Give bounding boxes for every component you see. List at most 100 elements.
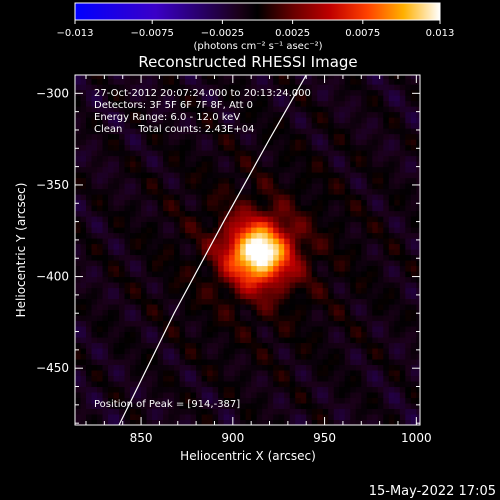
heatmap-cell bbox=[372, 144, 379, 151]
heatmap-cell bbox=[91, 84, 98, 91]
heatmap-cell bbox=[108, 133, 115, 140]
heatmap-cell bbox=[97, 254, 104, 261]
heatmap-cell bbox=[223, 414, 230, 421]
heatmap-cell bbox=[366, 205, 373, 212]
heatmap-cell bbox=[256, 84, 263, 91]
heatmap-cell bbox=[185, 287, 192, 294]
heatmap-cell bbox=[311, 111, 318, 118]
heatmap-cell bbox=[410, 309, 417, 316]
heatmap-cell bbox=[306, 188, 313, 195]
heatmap-cell bbox=[218, 414, 225, 421]
heatmap-cell bbox=[300, 293, 307, 300]
heatmap-cell bbox=[388, 403, 395, 410]
heatmap-cell bbox=[311, 320, 318, 327]
heatmap-cell bbox=[284, 276, 291, 283]
heatmap-cell bbox=[185, 359, 192, 366]
heatmap-cell bbox=[223, 150, 230, 157]
heatmap-cell bbox=[306, 315, 313, 322]
heatmap-cell bbox=[262, 304, 269, 311]
heatmap-cell bbox=[350, 304, 357, 311]
heatmap-cell bbox=[322, 353, 329, 360]
heatmap-cell bbox=[223, 117, 230, 124]
heatmap-cell bbox=[273, 117, 280, 124]
heatmap-cell bbox=[218, 254, 225, 261]
heatmap-cell bbox=[212, 315, 219, 322]
heatmap-cell bbox=[240, 364, 247, 371]
heatmap-cell bbox=[218, 194, 225, 201]
heatmap-cell bbox=[262, 276, 269, 283]
heatmap-cell bbox=[388, 122, 395, 129]
heatmap-cell bbox=[86, 210, 93, 217]
heatmap-cell bbox=[141, 381, 148, 388]
heatmap-cell bbox=[207, 331, 214, 338]
heatmap-cell bbox=[350, 161, 357, 168]
chart-title: Reconstructed RHESSI Image bbox=[138, 53, 357, 71]
heatmap-cell bbox=[135, 210, 142, 217]
heatmap-cell bbox=[366, 216, 373, 223]
heatmap-cell bbox=[278, 265, 285, 272]
heatmap-cell bbox=[124, 122, 131, 129]
heatmap-cell bbox=[97, 260, 104, 267]
heatmap-cell bbox=[256, 177, 263, 184]
heatmap-cell bbox=[295, 320, 302, 327]
heatmap-cell bbox=[372, 227, 379, 234]
heatmap-cell bbox=[218, 78, 225, 85]
heatmap-cell bbox=[256, 150, 263, 157]
heatmap-cell bbox=[394, 150, 401, 157]
heatmap-cell bbox=[295, 166, 302, 173]
heatmap-cell bbox=[355, 271, 362, 278]
heatmap-cell bbox=[267, 144, 274, 151]
heatmap-cell bbox=[97, 414, 104, 421]
heatmap-cell bbox=[311, 84, 318, 91]
heatmap-cell bbox=[273, 293, 280, 300]
heatmap-cell bbox=[185, 243, 192, 250]
heatmap-cell bbox=[361, 359, 368, 366]
heatmap-cell bbox=[168, 419, 175, 425]
heatmap-cell bbox=[146, 144, 153, 151]
heatmap-cell bbox=[284, 210, 291, 217]
heatmap-cell bbox=[317, 111, 324, 118]
heatmap-cell bbox=[256, 89, 263, 96]
heatmap-cell bbox=[328, 161, 335, 168]
heatmap-cell bbox=[234, 419, 241, 425]
heatmap-cell bbox=[157, 95, 164, 102]
heatmap-cell bbox=[223, 408, 230, 415]
heatmap-cell bbox=[355, 238, 362, 245]
heatmap-cell bbox=[174, 128, 181, 135]
heatmap-cell bbox=[256, 375, 263, 382]
heatmap-cell bbox=[322, 348, 329, 355]
heatmap-cell bbox=[410, 353, 417, 360]
heatmap-cell bbox=[278, 78, 285, 85]
heatmap-cell bbox=[333, 117, 340, 124]
heatmap-cell bbox=[113, 89, 120, 96]
heatmap-cell bbox=[240, 84, 247, 91]
heatmap-cell bbox=[278, 177, 285, 184]
heatmap-cell bbox=[355, 320, 362, 327]
heatmap-cell bbox=[102, 155, 109, 162]
heatmap-cell bbox=[251, 133, 258, 140]
heatmap-cell bbox=[284, 227, 291, 234]
heatmap-cell bbox=[113, 408, 120, 415]
heatmap-cell bbox=[306, 320, 313, 327]
heatmap-cell bbox=[119, 353, 126, 360]
heatmap-cell bbox=[377, 122, 384, 129]
heatmap-cell bbox=[372, 309, 379, 316]
heatmap-cell bbox=[86, 287, 93, 294]
heatmap-cell bbox=[130, 419, 137, 425]
heatmap-cell bbox=[240, 282, 247, 289]
heatmap-cell bbox=[201, 117, 208, 124]
heatmap-cell bbox=[97, 386, 104, 393]
heatmap-cell bbox=[157, 342, 164, 349]
heatmap-cell bbox=[300, 243, 307, 250]
heatmap-cell bbox=[372, 419, 379, 425]
heatmap-cell bbox=[135, 232, 142, 239]
heatmap-cell bbox=[256, 271, 263, 278]
heatmap-cell bbox=[179, 397, 186, 404]
heatmap-cell bbox=[130, 95, 137, 102]
heatmap-cell bbox=[300, 282, 307, 289]
heatmap-cell bbox=[86, 386, 93, 393]
heatmap-cell bbox=[212, 265, 219, 272]
heatmap-cell bbox=[388, 161, 395, 168]
heatmap-cell bbox=[240, 232, 247, 239]
heatmap-cell bbox=[322, 364, 329, 371]
